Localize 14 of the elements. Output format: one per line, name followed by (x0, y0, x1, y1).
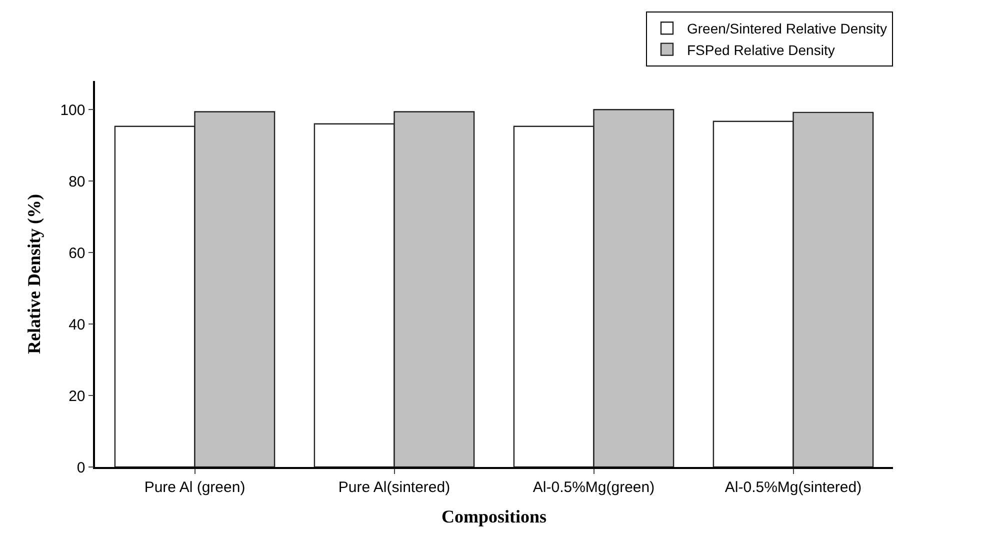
y-tick-label: 100 (60, 102, 86, 119)
y-tick-label: 60 (68, 244, 86, 262)
legend-label: FSPed Relative Density (687, 42, 835, 58)
y-tick-label: 0 (76, 459, 86, 476)
y-axis-title: Relative Density (%) (24, 194, 44, 354)
x-tick-label: Al-0.5%Mg(sintered) (724, 478, 862, 496)
y-tick-label: 80 (68, 173, 86, 190)
x-axis-title: Compositions (441, 506, 547, 526)
x-tick-label: Pure Al (green) (144, 478, 246, 496)
y-tick-label: 40 (68, 316, 86, 334)
x-tick-label: Pure Al(sintered) (338, 478, 450, 496)
x-tick-label: Al-0.5%Mg(green) (532, 478, 655, 496)
legend-label: Green/Sintered Relative Density (687, 20, 887, 37)
y-tick-label: 20 (68, 388, 86, 405)
